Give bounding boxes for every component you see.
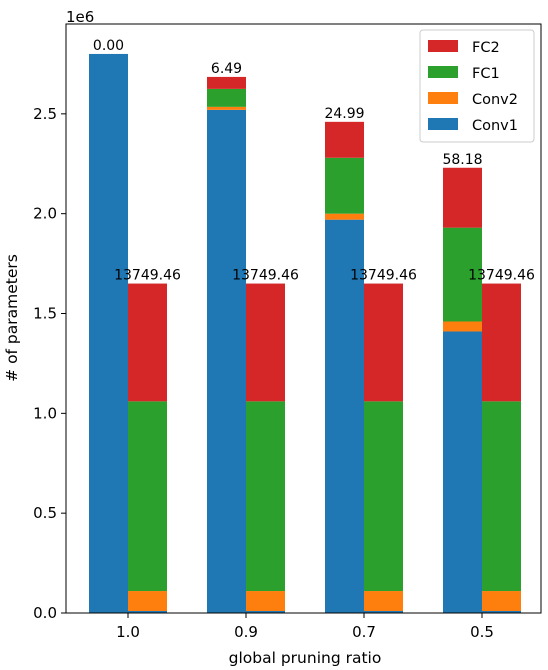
legend-swatch-conv2 (428, 92, 458, 104)
bar-total-label: 6.49 (211, 61, 242, 77)
legend-box (419, 29, 535, 143)
bar-segment-conv1-0.7-left (325, 219, 364, 614)
bar-segment-conv2-1.0-right (128, 591, 167, 612)
bar-segment-conv1-1.0-right (128, 611, 167, 613)
ticks-layer: 0.0 0.5 1.0 1.5 2.0 2.5 1.0 0.9 0.7 0.5 (33, 105, 494, 641)
bar-segment-fc1-0.9-right (246, 401, 285, 592)
bar-segment-fc1-0.7-left (325, 157, 364, 214)
bar-segment-fc1-0.5-left (443, 227, 482, 322)
bar-segment-conv1-0.9-left (207, 109, 246, 613)
plot-frame (65, 23, 542, 614)
bars-layer (89, 53, 521, 614)
y-axis-title: # of parameters (3, 254, 21, 382)
x-tick-label: 0.5 (470, 623, 494, 641)
bar-segment-fc2-0.9-right (246, 283, 285, 402)
bar-segment-conv2-0.7-right (364, 591, 403, 612)
x-tick-label: 1.0 (116, 623, 140, 641)
bar-segment-fc1-0.9-left (207, 88, 246, 107)
bar-segment-conv2-0.9-left (207, 106, 246, 110)
y-tick-label: 1.5 (33, 305, 57, 323)
bar-segment-fc2-1.0-right (128, 283, 167, 402)
bar-segment-fc1-0.7-right (364, 401, 403, 592)
bar-total-label: 0.00 (93, 38, 124, 54)
legend-label-fc1: FC1 (472, 66, 500, 82)
bar-total-label: 13749.46 (232, 268, 299, 284)
bar-segment-conv1-0.7-right (364, 611, 403, 613)
bar-segment-fc1-0.5-right (482, 401, 521, 592)
bar-total-label: 13749.46 (350, 268, 417, 284)
bar-segment-conv1-1.0-left (89, 53, 128, 613)
legend-label-conv1: Conv1 (472, 118, 518, 134)
legend-swatch-fc1 (428, 66, 458, 78)
x-tick-label: 0.9 (234, 623, 258, 641)
bar-segment-fc2-0.5-right (482, 283, 521, 402)
x-tick-label: 0.7 (352, 623, 376, 641)
bar-total-label: 58.18 (442, 152, 482, 168)
bar-total-label: 13749.46 (114, 268, 181, 284)
y-tick-label: 2.5 (33, 105, 57, 123)
bar-segment-fc2-0.9-left (207, 76, 246, 89)
bar-segment-fc2-0.5-left (443, 167, 482, 228)
bar-segment-conv2-0.7-left (325, 213, 364, 220)
y-tick-label: 2.0 (33, 205, 57, 223)
bar-segment-fc2-0.7-left (325, 121, 364, 158)
legend-label-conv2: Conv2 (472, 92, 518, 108)
y-tick-label: 0.0 (33, 604, 57, 622)
bar-segment-conv1-0.5-left (443, 331, 482, 613)
bar-segment-fc1-1.0-right (128, 401, 167, 592)
legend: FC2 FC1 Conv2 Conv1 (419, 29, 535, 143)
bar-segment-conv2-0.5-left (443, 321, 482, 332)
bar-total-label: 13749.46 (468, 268, 535, 284)
x-axis-title: global pruning ratio (229, 649, 382, 667)
y-tick-label: 0.5 (33, 504, 57, 522)
bar-labels-layer: 0.00 13749.46 6.49 13749.46 24.99 13749.46 58.… (93, 38, 535, 284)
legend-label-fc2: FC2 (472, 40, 500, 56)
bar-segment-fc2-0.7-right (364, 283, 403, 402)
legend-swatch-fc2 (428, 40, 458, 52)
bar-total-label: 24.99 (324, 106, 364, 122)
bar-segment-conv2-0.9-right (246, 591, 285, 612)
bar-segment-conv2-0.5-right (482, 591, 521, 612)
axes-spines (65, 23, 542, 614)
legend-swatch-conv1 (428, 118, 458, 130)
bar-segment-conv1-0.9-right (246, 611, 285, 613)
y-tick-label: 1.0 (33, 404, 57, 422)
y-axis-offset-label: 1e6 (66, 8, 94, 26)
bar-segment-conv1-0.5-right (482, 611, 521, 613)
